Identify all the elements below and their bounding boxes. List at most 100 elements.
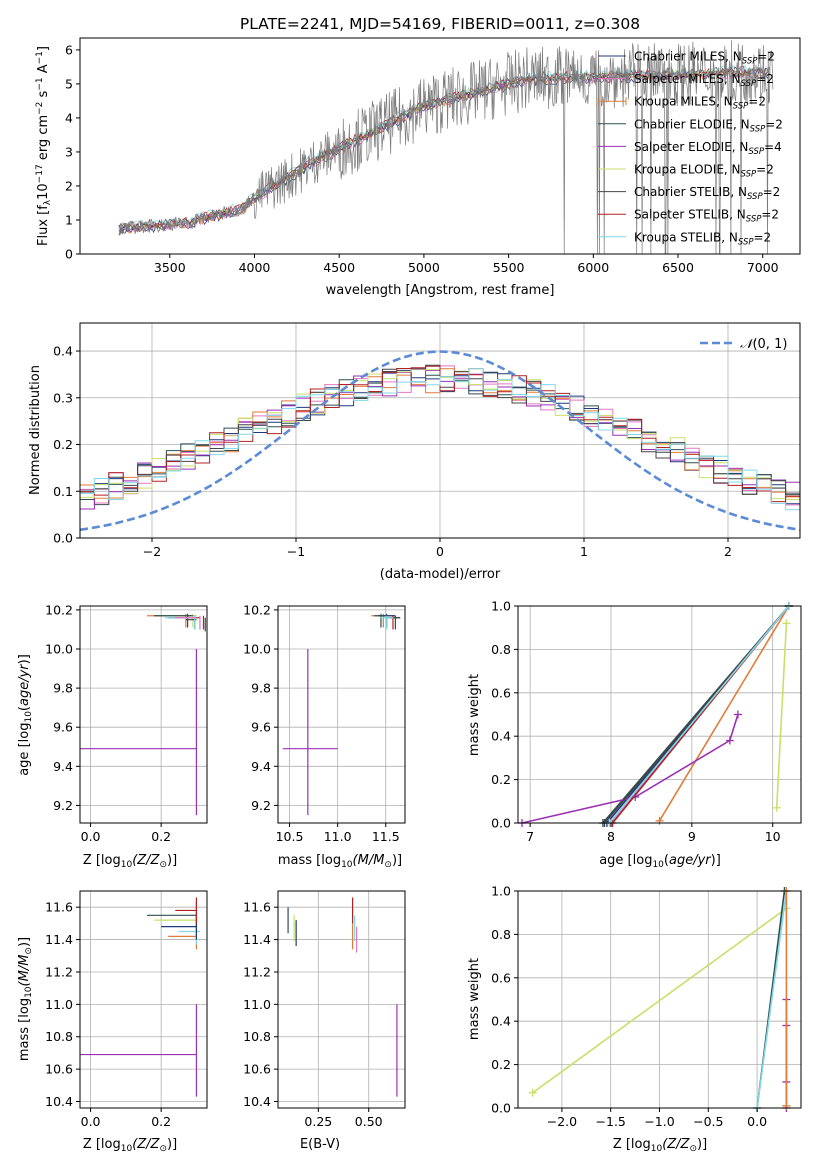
- xtick-label: 5500: [493, 260, 525, 275]
- ytick-label: 0.4: [491, 729, 511, 744]
- ytick-label: 0.3: [53, 390, 73, 405]
- legend-n-value: =2: [765, 117, 783, 131]
- xtick-label: 0.0: [81, 1114, 101, 1129]
- spectrum-title: PLATE=2241, MJD=54169, FIBERID=0011, z=0…: [240, 15, 640, 33]
- ytick-label: 4: [65, 110, 73, 125]
- panel-age-vs-mass: 10.5 11.0 11.5 9.2 9.4 9.6 9.8 10.0 10.2: [243, 602, 406, 844]
- legend-model-name: Kroupa MILES, N: [634, 95, 733, 109]
- mass-weight-line: [756, 890, 788, 1109]
- legend-n-subscript: SSP: [748, 147, 764, 157]
- mass-weight-line: [658, 605, 790, 822]
- ytick-label: 10.0: [243, 642, 271, 657]
- xtick-label: −1.5: [596, 1114, 626, 1129]
- legend-label: Chabrier STELIB, NSSP=2: [634, 185, 780, 202]
- legend-n-value: =2: [756, 72, 774, 86]
- spectrum-lines: [118, 40, 774, 255]
- mw-age-xlabel: age [log10(age/yr)]: [599, 853, 721, 870]
- ytick-label: 0.0: [491, 1101, 511, 1116]
- legend-n-value: =2: [763, 185, 781, 199]
- panel-age-vs-z: 0.0 0.2 9.2 9.4 9.6 9.8 10.0 10.2: [45, 602, 208, 844]
- ytick-label: 11.0: [45, 997, 73, 1012]
- ytick-label: 10.2: [45, 602, 73, 617]
- hist-legend-label: 𝒩(0, 1): [740, 337, 787, 352]
- xtick-label: 1: [580, 544, 588, 559]
- ytick-label: 3: [65, 144, 73, 159]
- xtick-label: −2.0: [547, 1114, 577, 1129]
- xtick-label: 7: [526, 829, 534, 844]
- axes-frame: [277, 605, 406, 824]
- legend-label: Kroupa ELODIE, NSSP=2: [634, 163, 774, 180]
- xtick-label: −0.5: [693, 1114, 723, 1129]
- ytick-label: 9.2: [251, 798, 271, 813]
- legend-n-subscript: SSP: [733, 102, 749, 112]
- observed-spectrum-line: [118, 40, 774, 255]
- ytick-label: 0.6: [491, 970, 511, 985]
- xtick-label: 2: [724, 544, 732, 559]
- panel-massweight-vs-age: 7 8 9 10 0.0 0.2 0.4 0.6 0.8 1.0: [491, 599, 802, 844]
- ytick-label: 10.6: [45, 1062, 73, 1077]
- legend-n-value: =2: [761, 208, 779, 222]
- xtick-label: 5000: [408, 260, 440, 275]
- xtick-label: 11.0: [324, 829, 352, 844]
- ytick-label: 0.8: [491, 642, 511, 657]
- ytick-label: 10.4: [243, 1094, 271, 1109]
- legend-n-value: =2: [756, 163, 774, 177]
- legend-label: Salpeter STELIB, NSSP=2: [634, 208, 779, 225]
- ytick-label: 9.8: [251, 681, 271, 696]
- xtick-label: 4000: [239, 260, 271, 275]
- mass-weight-line: [608, 605, 790, 824]
- age-z-ylabel: age [log10(age/yr)]: [17, 654, 34, 776]
- panel-massweight-vs-z: −2.0 −1.5 −1.0 −0.5 0.0 0.0 0.2 0.4 0.6 0.8 1.0: [491, 884, 802, 1129]
- xtick-label: 8: [607, 829, 615, 844]
- mass-weight-line: [775, 623, 788, 808]
- ytick-label: 0.0: [491, 816, 511, 831]
- mass-ebv-xlabel: E(B-V): [300, 1137, 340, 1152]
- normal-curve: [79, 350, 801, 532]
- mw-age-ylabel: mass weight: [467, 674, 482, 756]
- legend-n-subscript: SSP: [746, 215, 762, 225]
- ytick-label: 10.8: [45, 1029, 73, 1044]
- ytick-label: 0.2: [491, 1057, 511, 1072]
- ytick-label: 10.8: [243, 1029, 271, 1044]
- legend-label: Kroupa STELIB, NSSP=2: [634, 230, 771, 247]
- ytick-label: 11.6: [243, 900, 271, 915]
- xtick-label: 0.0: [81, 829, 101, 844]
- xtick-label: 0.2: [151, 1114, 171, 1129]
- xtick-label: 0.2: [151, 829, 171, 844]
- legend-model-name: Kroupa STELIB, N: [634, 230, 738, 244]
- ytick-label: 11.6: [45, 900, 73, 915]
- ytick-label: 0.8: [491, 927, 511, 942]
- legend-n-value: =2: [757, 50, 775, 64]
- ytick-label: 9.6: [53, 720, 73, 735]
- ytick-label: 11.4: [243, 932, 271, 947]
- xtick-label: −2: [143, 544, 161, 559]
- ytick-label: 9.8: [53, 681, 73, 696]
- ytick-label: 5: [65, 76, 73, 91]
- mass-z-xlabel: Z [log10(Z/Z⊙)]: [83, 1137, 177, 1154]
- mass-weight-line: [532, 907, 787, 1094]
- xtick-label: 9: [688, 829, 696, 844]
- spectrum-xticks: 3500 4000 4500 5000 5500 6000 6500 7000: [154, 254, 779, 275]
- ytick-label: 1: [65, 212, 73, 227]
- ytick-label: 11.4: [45, 932, 73, 947]
- xtick-label: 0: [436, 544, 444, 559]
- histogram-step: [80, 368, 800, 511]
- ytick-label: 0: [65, 247, 73, 262]
- ytick-label: 0.0: [53, 531, 73, 546]
- legend-model-name: Kroupa ELODIE, N: [634, 163, 741, 177]
- age-z-xlabel: Z [log10(Z/Z⊙)]: [83, 853, 177, 870]
- xtick-label: 10.5: [276, 829, 304, 844]
- hist-yticks: 0.0 0.1 0.2 0.3 0.4: [53, 344, 80, 546]
- ytick-label: 0.4: [53, 344, 73, 359]
- hist-ylabel: Normed distribution: [28, 365, 43, 495]
- mw-z-ylabel: mass weight: [467, 958, 482, 1040]
- spectrum-xlabel: wavelength [Angstrom, rest frame]: [326, 283, 555, 298]
- xtick-label: −1: [287, 544, 305, 559]
- ytick-label: 11.2: [45, 964, 73, 979]
- legend-n-value: =2: [748, 95, 766, 109]
- ytick-label: 2: [65, 178, 73, 193]
- mass-weight-line: [521, 714, 739, 824]
- spectrum-frame: [79, 37, 801, 255]
